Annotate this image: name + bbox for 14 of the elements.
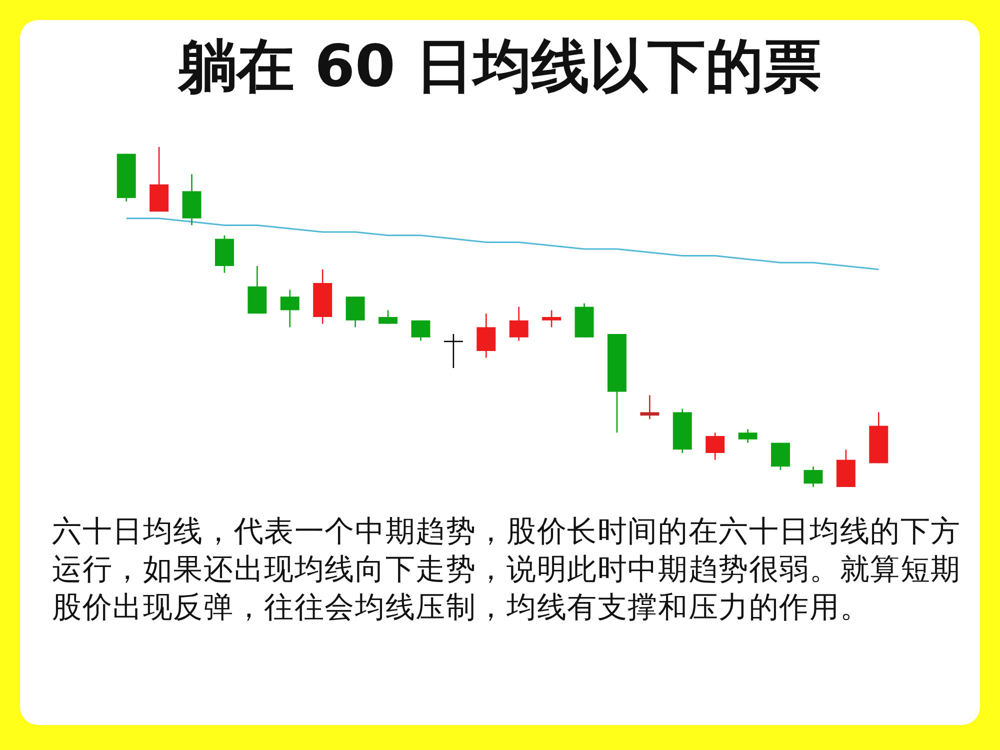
candlestick bbox=[804, 466, 823, 488]
candlestick bbox=[640, 394, 660, 420]
candlestick bbox=[771, 442, 790, 471]
candlestick bbox=[476, 312, 496, 358]
text: 六十日均线，代表一个中期趋势，股价长时间的在六十日均线的下方运行，如果还出现均线向下走势，说明此时中期趋势很弱。就算短期股价出现反弹，往往会均线压制，均线有支撑和压力的作用。 bbox=[52, 513, 962, 626]
candlestick bbox=[378, 310, 398, 324]
candlestick bbox=[411, 320, 430, 342]
candlestick bbox=[280, 289, 300, 328]
candlestick bbox=[738, 428, 758, 444]
chart-title: 躺在 60 日均线以下的票 bbox=[176, 31, 823, 102]
candlestick bbox=[346, 296, 365, 328]
candlestick bbox=[706, 432, 725, 460]
candlestick bbox=[509, 306, 528, 342]
candlestick bbox=[542, 310, 562, 328]
